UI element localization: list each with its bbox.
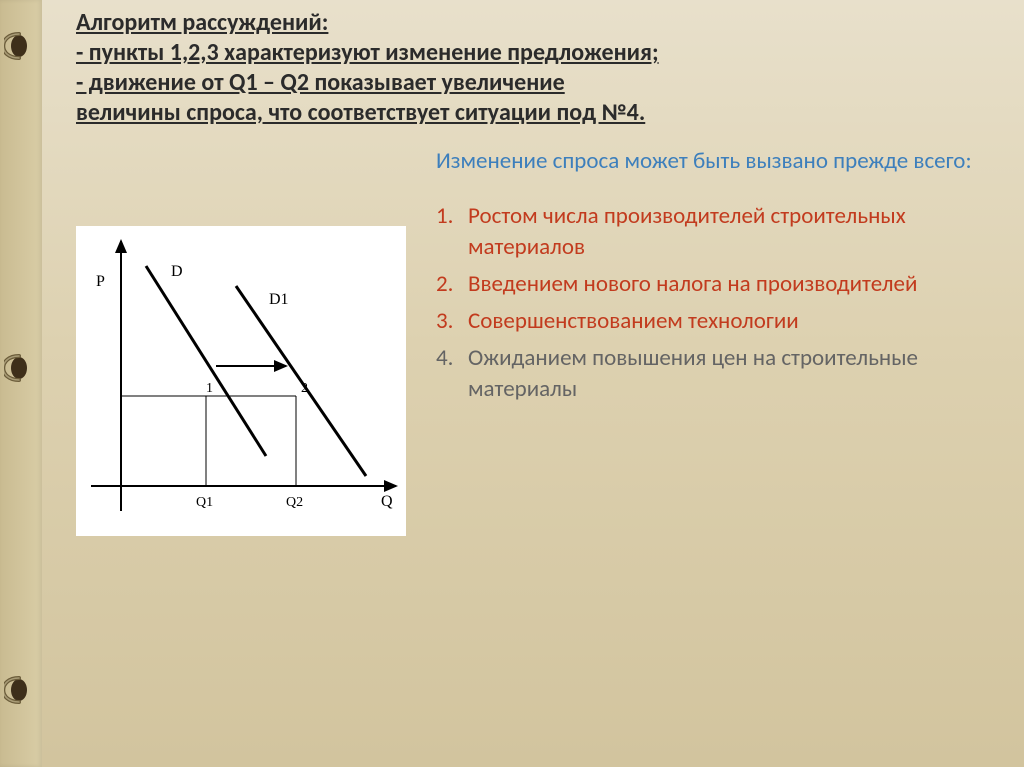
option-item: 1. Ростом числа производителей строитель… [436,201,996,263]
binder-ring [4,338,34,398]
content-area: Алгоритм рассуждений: - пункты 1,2,3 хар… [76,8,996,747]
option-item: 2. Введением нового налога на производит… [436,269,996,300]
svg-text:2: 2 [301,381,308,396]
option-item: 3. Совершенствованием технологии [436,306,996,337]
demand-shift-chart: P D D1 Q Q1 Q2 1 2 [76,226,406,536]
option-text: Ожиданием повышения цен на строительные … [468,343,996,405]
title-line-1: - пункты 1,2,3 характеризуют изменение п… [76,38,659,67]
svg-text:1: 1 [206,381,213,396]
title-heading: Алгоритм рассуждений: [76,8,328,37]
title-line-2: - движение от Q1 – Q2 показывает увеличе… [76,68,565,97]
option-number: 4. [436,343,458,405]
title-line-3: величины спроса, что соответствует ситуа… [76,98,645,127]
binder-ring [4,16,34,76]
option-text: Совершенствованием технологии [468,306,799,337]
option-item: 4. Ожиданием повышения цен на строительн… [436,343,996,405]
option-number: 1. [436,201,458,263]
option-number: 2. [436,269,458,300]
svg-text:Q2: Q2 [286,495,303,510]
svg-text:P: P [96,273,105,290]
option-number: 3. [436,306,458,337]
binder-ring [4,660,34,720]
svg-text:Q1: Q1 [196,495,213,510]
options-list: 1. Ростом числа производителей строитель… [436,201,996,405]
option-text: Введением нового налога на производителе… [468,269,917,300]
title-block: Алгоритм рассуждений: - пункты 1,2,3 хар… [76,8,996,128]
option-text: Ростом числа производителей строительных… [468,201,996,263]
svg-text:D: D [171,263,183,280]
svg-text:Q: Q [381,493,393,510]
lead-text: Изменение спроса может быть вызвано преж… [436,146,996,177]
svg-text:D1: D1 [269,291,289,308]
